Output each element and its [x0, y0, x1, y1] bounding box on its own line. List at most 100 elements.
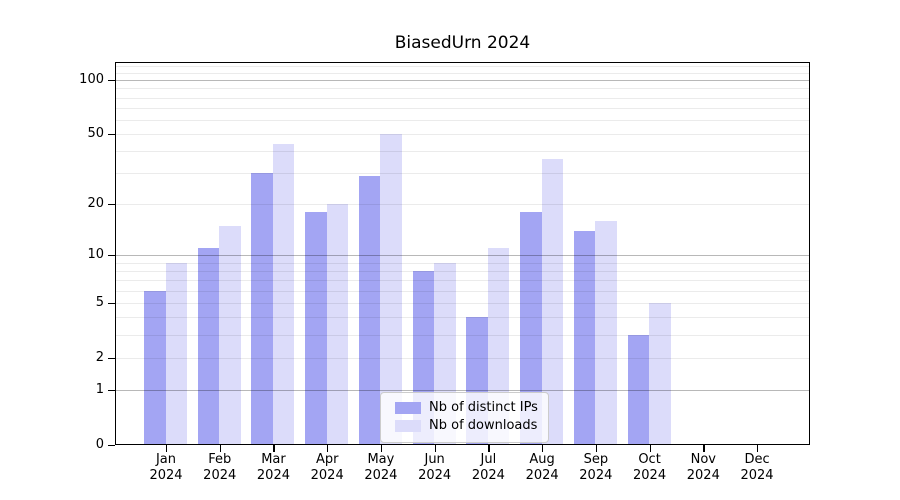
- x-tick-month: Feb: [208, 452, 232, 467]
- x-tick-label-sep: Sep 2024: [566, 452, 626, 484]
- x-tick-oct: [649, 444, 651, 452]
- x-tick-jun: [434, 444, 436, 452]
- x-tick-year: 2024: [149, 468, 183, 483]
- gridline-minor-3: [115, 335, 810, 337]
- bar-nb-of-downloads-sep: [595, 220, 617, 445]
- x-tick-mar: [273, 444, 275, 452]
- x-tick-year: 2024: [525, 468, 559, 483]
- x-tick-label-mar: Mar 2024: [243, 452, 303, 484]
- legend-item-downloads: Nb of downloads: [395, 417, 538, 435]
- bar-nb-of-downloads-oct: [649, 303, 671, 445]
- gridline-minor-120: [115, 65, 810, 67]
- y-tick-10: [108, 255, 115, 257]
- x-tick-apr: [327, 444, 329, 452]
- bar-nb-of-downloads-jan: [165, 262, 187, 445]
- bar-nb-of-distinct-ips-oct: [627, 335, 650, 445]
- gridline-minor-5: [115, 303, 810, 305]
- x-tick-label-nov: Nov 2024: [673, 452, 733, 484]
- legend-swatch-distinct-ips: [395, 402, 421, 414]
- y-tick-label-5: 5: [95, 295, 104, 311]
- legend-label-downloads: Nb of downloads: [429, 418, 538, 433]
- x-tick-nov: [703, 444, 705, 452]
- chart-title: BiasedUrn 2024: [394, 33, 531, 53]
- legend-swatch-downloads: [395, 420, 421, 432]
- gridline-minor-40: [115, 151, 810, 153]
- bar-nb-of-downloads-aug: [541, 159, 564, 445]
- x-tick-label-jul: Jul 2024: [458, 452, 518, 484]
- y-tick-0: [108, 444, 115, 446]
- bar-nb-of-distinct-ips-aug: [520, 212, 542, 445]
- legend-label-distinct-ips: Nb of distinct IPs: [429, 400, 538, 415]
- legend: Nb of distinct IPs Nb of downloads: [380, 392, 549, 443]
- gridline-minor-20: [115, 204, 810, 206]
- x-tick-month: Nov: [690, 452, 716, 467]
- y-tick-label-50: 50: [87, 126, 104, 142]
- x-tick-label-jan: Jan 2024: [136, 452, 196, 484]
- x-tick-year: 2024: [471, 468, 505, 483]
- y-tick-label-10: 10: [87, 247, 104, 263]
- x-tick-label-apr: Apr 2024: [297, 452, 357, 484]
- gridline-minor-7: [115, 280, 810, 282]
- x-tick-year: 2024: [418, 468, 452, 483]
- x-tick-may: [380, 444, 383, 452]
- gridline-minor-4: [115, 317, 810, 319]
- gridline-minor-80: [115, 97, 810, 99]
- gridline-minor-6: [115, 290, 810, 292]
- x-tick-month: Jul: [480, 452, 497, 467]
- y-tick-50: [108, 134, 115, 136]
- x-tick-label-oct: Oct 2024: [620, 452, 680, 484]
- gridline-major-1: [115, 389, 810, 391]
- gridline-minor-50: [115, 134, 810, 136]
- x-tick-jan: [166, 444, 168, 452]
- x-tick-label-feb: Feb 2024: [190, 452, 250, 484]
- x-tick-month: Sep: [583, 452, 609, 467]
- bar-nb-of-distinct-ips-may: [358, 175, 381, 445]
- gridline-major-100: [115, 80, 810, 82]
- x-tick-feb: [219, 444, 222, 452]
- x-tick-month: Oct: [638, 452, 661, 467]
- x-tick-label-dec: Dec 2024: [727, 452, 787, 484]
- x-tick-dec: [757, 444, 759, 452]
- x-tick-label-jun: Jun 2024: [405, 452, 465, 484]
- x-tick-month: Apr: [315, 452, 339, 467]
- x-tick-label-may: May 2024: [351, 452, 411, 484]
- y-tick-label-20: 20: [87, 196, 104, 212]
- bar-nb-of-distinct-ips-apr: [305, 212, 327, 445]
- y-tick-label-2: 2: [95, 349, 104, 365]
- y-tick-1: [108, 389, 115, 392]
- gridline-minor-8: [115, 271, 810, 272]
- x-tick-aug: [542, 444, 544, 452]
- gridline-major-10: [115, 255, 810, 257]
- bar-nb-of-distinct-ips-feb: [197, 248, 220, 445]
- x-tick-year: 2024: [740, 468, 774, 483]
- bar-nb-of-distinct-ips-sep: [573, 230, 596, 445]
- y-tick-2: [108, 357, 115, 360]
- gridline-minor-30: [115, 173, 810, 175]
- bar-nb-of-downloads-feb: [219, 225, 241, 445]
- legend-item-distinct-ips: Nb of distinct IPs: [395, 399, 538, 417]
- x-tick-month: Jun: [424, 452, 445, 467]
- x-tick-year: 2024: [686, 468, 720, 483]
- y-tick-5: [108, 303, 115, 305]
- x-tick-year: 2024: [633, 468, 667, 483]
- bar-nb-of-distinct-ips-mar: [251, 173, 273, 445]
- x-tick-year: 2024: [364, 468, 398, 483]
- x-tick-month: Dec: [744, 452, 770, 467]
- bar-nb-of-distinct-ips-jan: [144, 290, 166, 445]
- x-tick-month: Jan: [155, 452, 177, 467]
- bar-nb-of-downloads-apr: [326, 204, 349, 445]
- y-tick-label-100: 100: [79, 72, 104, 88]
- x-tick-sep: [595, 444, 598, 452]
- gridline-minor-60: [115, 119, 810, 121]
- x-tick-year: 2024: [256, 468, 290, 483]
- y-tick-100: [108, 80, 115, 82]
- y-tick-label-1: 1: [95, 381, 104, 397]
- x-tick-label-aug: Aug 2024: [512, 452, 572, 484]
- gridline-minor-90: [115, 88, 810, 90]
- x-tick-month: Aug: [529, 452, 555, 467]
- x-tick-year: 2024: [310, 468, 344, 483]
- y-tick-label-0: 0: [95, 436, 104, 452]
- gridline-minor-2: [115, 357, 810, 359]
- x-tick-month: Mar: [261, 452, 286, 467]
